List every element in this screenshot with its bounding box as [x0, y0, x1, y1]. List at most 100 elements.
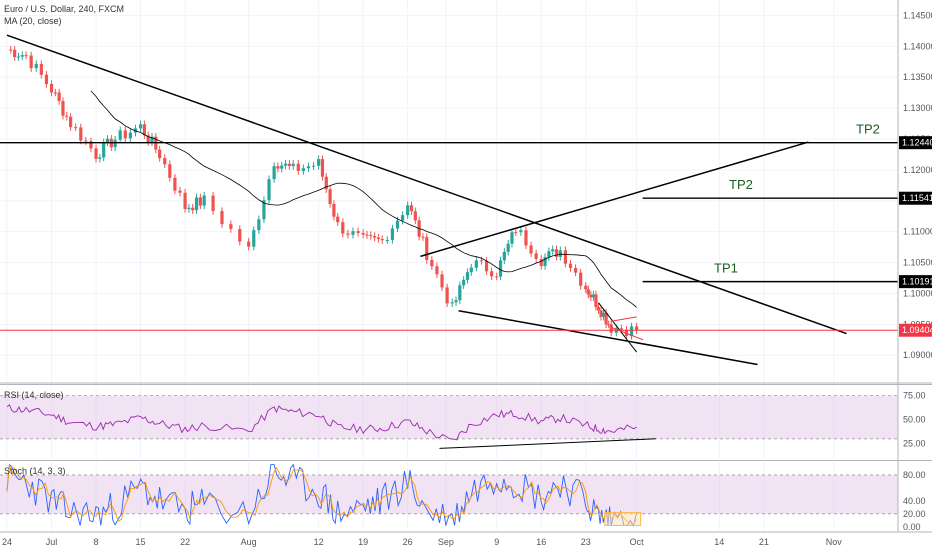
candle — [61, 97, 65, 120]
candle — [29, 51, 33, 72]
candle — [356, 227, 360, 237]
price-label: 1.12440 — [899, 136, 932, 150]
wedge-red-line-2[interactable] — [611, 326, 644, 341]
stoch-highlight-box[interactable] — [604, 512, 642, 526]
candle — [385, 236, 389, 244]
time-tick: 22 — [180, 537, 190, 547]
trendline-2[interactable] — [458, 309, 758, 366]
candle — [506, 239, 510, 256]
candle — [272, 162, 276, 183]
wedge-red-line-1[interactable] — [611, 316, 637, 322]
candle — [123, 126, 127, 142]
candle — [474, 256, 478, 272]
price-tick: 1.11000 — [903, 227, 932, 237]
candle — [584, 282, 588, 293]
candle — [118, 126, 122, 144]
candle — [34, 60, 38, 72]
trendlines[interactable] — [6, 34, 847, 366]
candle — [328, 185, 332, 208]
candle — [332, 200, 336, 221]
candle — [465, 268, 470, 284]
candle — [450, 298, 454, 308]
stoch-band — [0, 474, 898, 515]
candle — [16, 52, 21, 61]
candle — [406, 201, 410, 219]
candle — [502, 248, 506, 265]
stoch-d-line — [6, 464, 637, 525]
price-tick: 1.09000 — [903, 350, 932, 360]
candle — [163, 154, 167, 169]
price-label: 1.09404 — [899, 323, 932, 337]
candle — [191, 204, 195, 214]
candle — [267, 175, 271, 204]
stoch-tick: 0.00 — [903, 522, 921, 532]
time-tick: 15 — [136, 537, 146, 547]
time-tick: Nov — [826, 537, 843, 547]
candle — [589, 290, 593, 302]
rsi-band — [0, 395, 898, 440]
candle — [306, 162, 311, 172]
target-lines[interactable]: TP2 TP2 TP1 — [0, 122, 898, 283]
candle — [380, 235, 384, 244]
candle — [430, 256, 434, 271]
target-label-1: TP2 — [856, 122, 880, 137]
stoch-tick: 40.00 — [903, 496, 926, 506]
stoch-axis: 80.00 40.00 20.00 0.00 — [903, 470, 926, 532]
candle — [543, 253, 547, 270]
rsi-line — [6, 404, 637, 441]
trendline-1[interactable] — [6, 34, 847, 335]
candle — [558, 246, 562, 261]
candlestick-series — [9, 45, 639, 340]
time-axis: 24 Jul 8 15 22 Aug 12 19 26 Sep 9 16 23 Oct 14 21 Nov — [2, 537, 842, 547]
stoch-legend: Stoch (14, 3, 3) — [4, 466, 66, 476]
candle — [510, 228, 514, 248]
ma-legend: MA (20, close) — [4, 16, 62, 26]
candle — [65, 112, 69, 121]
candle — [229, 220, 233, 233]
candle — [276, 162, 280, 173]
candle — [369, 231, 373, 240]
rsi-tick: 75.00 — [903, 391, 926, 401]
time-tick: 12 — [314, 537, 324, 547]
candle — [291, 159, 295, 170]
candle — [39, 60, 43, 79]
price-label-text: 1.09404 — [902, 325, 932, 335]
stoch-k-line — [6, 463, 638, 527]
trendline-3[interactable] — [420, 141, 809, 258]
candle — [324, 173, 328, 193]
candle — [454, 296, 458, 306]
candle — [573, 264, 578, 277]
candle — [211, 191, 215, 215]
candle — [395, 216, 400, 233]
time-tick: 16 — [536, 537, 546, 547]
candle — [89, 137, 93, 153]
candle — [435, 262, 439, 279]
candle — [586, 285, 590, 299]
candle — [146, 131, 150, 146]
price-label: 1.11541 — [899, 191, 932, 205]
time-tick: 19 — [358, 537, 368, 547]
rsi-tick: 50.00 — [903, 415, 926, 425]
candle — [607, 320, 611, 329]
price-labels: 1.12440 1.11541 1.10191 1.09404 — [899, 136, 932, 337]
rsi-trendline[interactable] — [439, 438, 656, 449]
candle — [601, 309, 606, 321]
candle — [341, 218, 345, 238]
candle — [317, 155, 321, 170]
grid-lines — [0, 0, 898, 530]
candle — [609, 320, 613, 337]
candle — [138, 120, 143, 133]
price-tick: 1.10000 — [903, 288, 932, 298]
candle — [594, 290, 598, 311]
time-tick: Sep — [438, 537, 454, 547]
candle — [400, 211, 405, 225]
candle — [187, 204, 191, 213]
candle — [53, 88, 57, 97]
time-tick: Jul — [46, 537, 58, 547]
candle — [168, 160, 172, 182]
candle — [495, 272, 499, 281]
wedge-lower-line[interactable] — [598, 302, 638, 353]
candle — [202, 191, 206, 210]
candle — [178, 186, 182, 197]
candle — [519, 226, 523, 236]
